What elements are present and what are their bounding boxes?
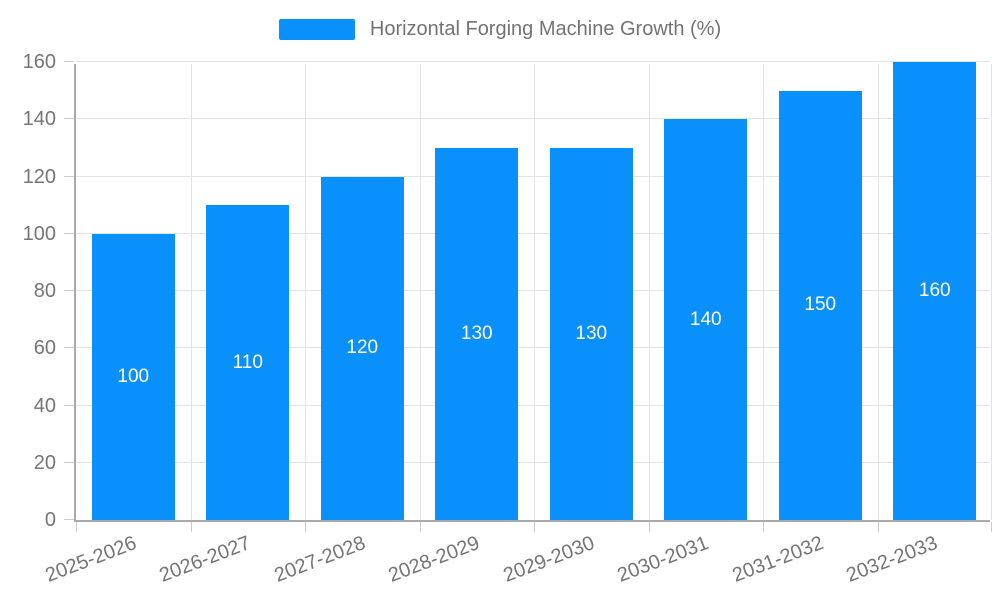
gridline-vertical: [877, 64, 879, 520]
gridline-horizontal: [76, 232, 990, 234]
y-axis-tick: [64, 404, 74, 406]
plot-area: 0 20 40 60 80 100 120 140 160 100 110 120 130 130 140 1…: [23, 51, 992, 587]
chart-legend[interactable]: Horizontal Forging Machine Growth (%): [0, 18, 1000, 41]
y-axis-label: 40: [33, 394, 56, 417]
y-axis-label: 80: [33, 280, 56, 302]
y-axis-tick: [64, 232, 74, 234]
y-axis-label: 120: [22, 165, 56, 188]
gridline-horizontal: [76, 61, 990, 62]
bar-2025-2026[interactable]: 100: [91, 233, 175, 520]
x-axis-label-2029-2030: 2029-2030: [499, 532, 598, 587]
y-axis-tick: [64, 118, 74, 120]
gridline-horizontal: [76, 461, 990, 463]
y-axis-tick: [64, 290, 74, 291]
x-axis-label-2030-2031: 2030-2031: [614, 532, 712, 587]
bar-2030-2031[interactable]: 140: [664, 119, 748, 520]
legend-swatch: [278, 19, 355, 40]
gridline-vertical: [305, 64, 306, 520]
y-axis-tick: [64, 519, 74, 520]
x-axis-label-2026-2027: 2026-2027: [156, 532, 254, 587]
y-axis-tick: [64, 461, 74, 463]
bar-value-label: 120: [346, 337, 379, 359]
x-axis-tick: [991, 522, 992, 532]
x-axis-tick: [877, 522, 879, 532]
gridline-vertical: [534, 64, 535, 520]
bar-value-label: 110: [232, 351, 263, 373]
x-axis-label-2025-2026: 2025-2026: [41, 532, 140, 587]
y-axis-label: 0: [44, 509, 56, 531]
gridline-horizontal: [76, 290, 990, 291]
y-axis-tick: [64, 61, 74, 62]
x-axis-tick: [76, 522, 77, 532]
x-axis-tick: [763, 522, 764, 532]
x-axis-label-2027-2028: 2027-2028: [270, 532, 369, 587]
bar-value-label: 100: [117, 365, 150, 387]
bar-2031-2032[interactable]: 150: [778, 90, 862, 520]
x-axis-label-2032-2033: 2032-2033: [843, 532, 941, 587]
x-axis-tick: [190, 522, 192, 532]
gridline-vertical: [991, 64, 992, 520]
gridline-horizontal: [76, 404, 990, 406]
x-axis-label-2031-2032: 2031-2032: [728, 532, 827, 587]
bar-value-label: 150: [804, 294, 837, 316]
bar-value-label: 130: [460, 322, 493, 344]
bar-value-label: 130: [575, 322, 608, 344]
bar-2032-2033[interactable]: 160: [893, 62, 977, 520]
y-axis-tick: [64, 175, 74, 177]
x-axis-label-2028-2029: 2028-2029: [385, 532, 483, 587]
y-axis-label: 160: [22, 51, 56, 73]
x-axis-tick: [419, 522, 421, 532]
legend-label: Horizontal Forging Machine Growth (%): [369, 18, 722, 40]
gridline-vertical: [648, 64, 650, 520]
gridline-vertical: [190, 64, 192, 520]
y-axis-label: 60: [33, 337, 56, 360]
gridline-vertical: [763, 64, 764, 520]
gridline-horizontal: [76, 118, 990, 120]
gridline-horizontal: [76, 347, 990, 349]
x-axis-tick: [305, 522, 306, 532]
bar-2027-2028[interactable]: 120: [320, 176, 404, 520]
y-axis-label: 140: [22, 108, 56, 131]
bar-value-label: 140: [689, 308, 722, 330]
bar-2028-2029[interactable]: 130: [435, 147, 519, 520]
y-axis-tick: [64, 347, 74, 349]
bar-2029-2030[interactable]: 130: [549, 147, 633, 520]
gridline-vertical: [419, 64, 421, 520]
x-axis-tick: [648, 522, 650, 532]
gridline-horizontal: [76, 175, 990, 177]
y-axis-label: 20: [33, 451, 56, 474]
y-axis-label: 100: [22, 222, 56, 245]
bar-2026-2027[interactable]: 110: [206, 205, 290, 520]
bar-value-label: 160: [918, 280, 951, 301]
x-axis-tick: [534, 522, 535, 532]
